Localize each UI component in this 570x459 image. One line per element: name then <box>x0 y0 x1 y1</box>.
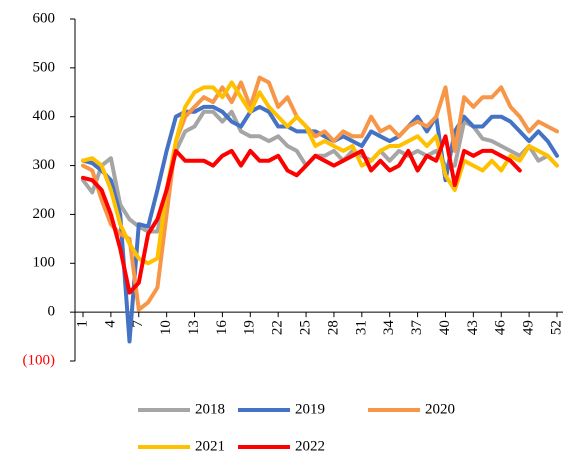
x-tick-label: 43 <box>465 320 481 335</box>
series-line <box>81 75 559 312</box>
x-tick-label: 46 <box>493 320 509 336</box>
y-tick-label: 500 <box>33 59 56 75</box>
x-tick-label: 37 <box>409 320 425 336</box>
y-tick-label: 0 <box>48 304 56 320</box>
legend-label: 2022 <box>295 438 325 454</box>
x-tick-label: 52 <box>548 320 564 335</box>
y-tick-label: 100 <box>33 255 56 271</box>
x-tick-label: 28 <box>325 320 341 335</box>
legend-label: 2018 <box>195 401 225 417</box>
y-tick-label: 600 <box>33 10 56 26</box>
x-tick-label: 7 <box>130 320 146 328</box>
legend-label: 2021 <box>195 438 225 454</box>
series-line <box>81 134 522 295</box>
x-tick-label: 34 <box>381 320 397 336</box>
x-tick-label: 4 <box>102 320 118 328</box>
x-tick-label: 25 <box>297 320 313 335</box>
series-line <box>81 80 559 266</box>
x-tick-label: 13 <box>186 320 202 335</box>
y-tick-label: (100) <box>23 352 56 368</box>
legend-label: 2020 <box>425 401 455 417</box>
x-tick-label: 49 <box>521 320 537 335</box>
x-tick-label: 40 <box>437 320 453 335</box>
x-tick-label: 22 <box>270 320 286 335</box>
x-tick-label: 31 <box>353 320 369 335</box>
y-tick-label: 200 <box>33 206 56 222</box>
y-tick-label: 300 <box>33 157 56 173</box>
x-tick-label: 10 <box>158 320 174 335</box>
x-tick-label: 19 <box>242 320 258 335</box>
legend-label: 2019 <box>295 401 325 417</box>
x-tick-label: 16 <box>214 320 230 336</box>
x-tick-label: 1 <box>74 320 90 328</box>
y-tick-label: 400 <box>33 108 56 124</box>
series-line <box>81 109 559 234</box>
